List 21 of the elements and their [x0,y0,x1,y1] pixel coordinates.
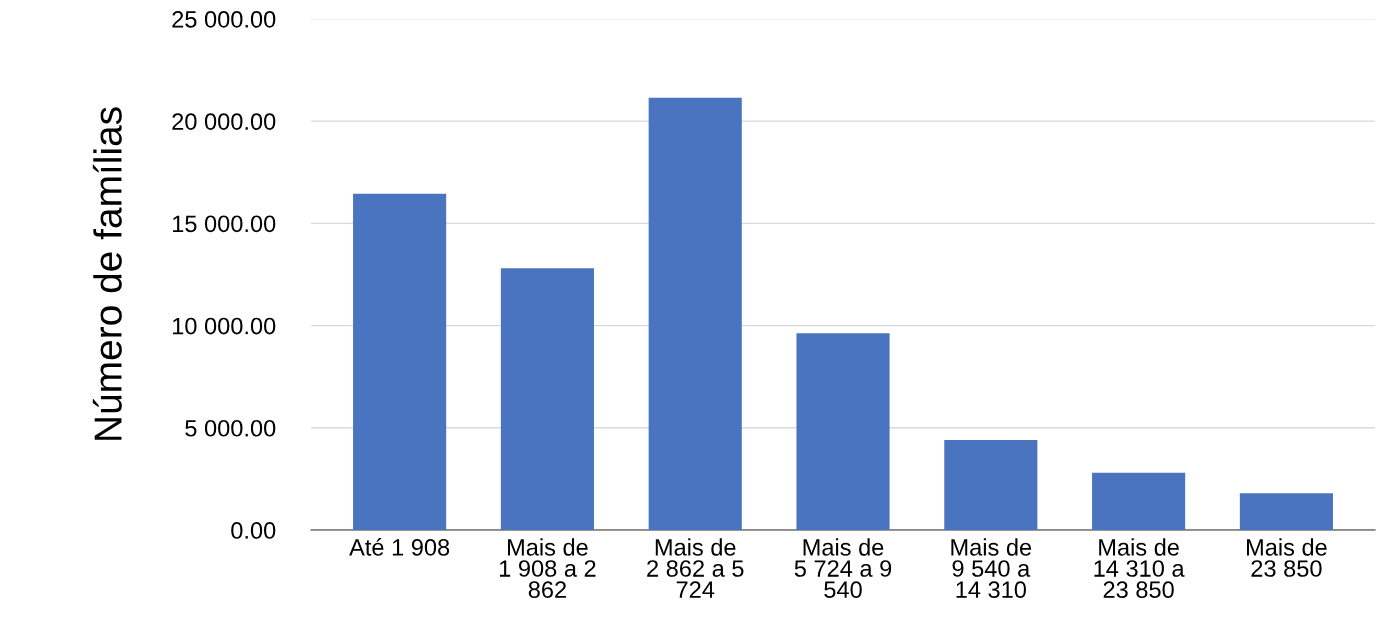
bar [796,333,890,531]
y-tick-label: 20 000.00 [172,113,276,130]
y-tick-label: 15 000.00 [173,215,276,233]
x-tick-label: Mais de 23 850 [1247,538,1327,577]
bar [944,440,1038,531]
y-axis-title: Número de famílias [92,107,122,440]
x-tick-label: Mais de 2 862 a 5 724 [647,538,744,598]
bar [500,268,594,531]
y-tick-label: 0.00 [231,522,276,539]
bar [353,193,447,531]
x-tick-label: Mais de 5 724 a 9 540 [794,538,892,599]
x-tick-label: Mais de 14 310 a 23 850 [1094,538,1185,599]
x-tick-label: Mais de 9 540 a 14 310 [951,538,1032,599]
y-tick-label: 10 000.00 [173,317,276,335]
x-tick-label: Mais de 1 908 a 2 862 [500,538,596,599]
bar [648,97,742,531]
y-tick-label: 25 000.00 [172,11,276,28]
y-tick-label: 5 000.00 [185,419,276,437]
bar [1092,472,1186,531]
x-tick-label: Até 1 908 [349,538,450,556]
bar [1239,493,1333,531]
